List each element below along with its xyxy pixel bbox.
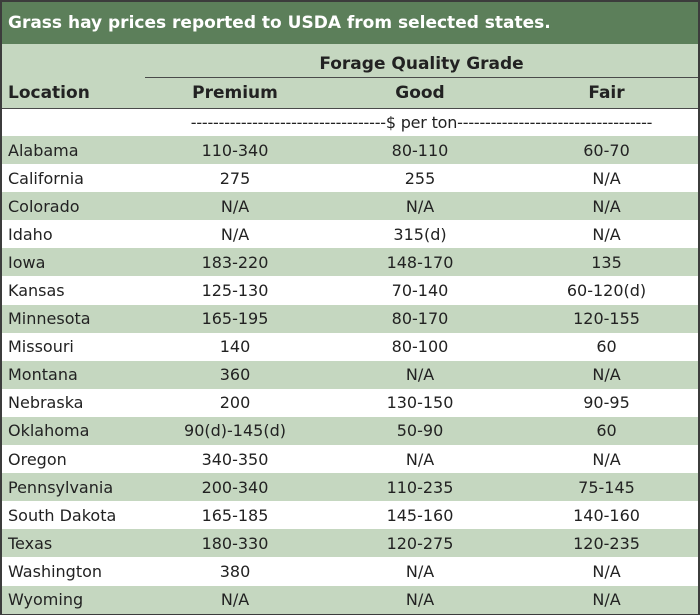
- unit-spacer: [2, 108, 145, 136]
- location-cell: Washington: [2, 557, 145, 586]
- unit-row: -----------------------------------$ per…: [2, 108, 699, 136]
- fair-cell: N/A: [515, 192, 699, 221]
- location-cell: Minnesota: [2, 304, 145, 333]
- fair-cell: 60-120(d): [515, 276, 699, 305]
- fair-cell: N/A: [515, 557, 699, 586]
- table-row: Washington 380 N/A N/A: [2, 557, 699, 586]
- premium-cell: 110-340: [145, 136, 325, 165]
- fair-cell: 135: [515, 248, 699, 277]
- good-cell: N/A: [325, 192, 515, 221]
- table-row: California 275 255 N/A: [2, 164, 699, 193]
- premium-cell: 125-130: [145, 276, 325, 305]
- header-spacer: [2, 44, 145, 78]
- fair-cell: N/A: [515, 585, 699, 614]
- table-row: Idaho N/A 315(d) N/A: [2, 220, 699, 249]
- location-cell: Kansas: [2, 276, 145, 305]
- header-group-row: Forage Quality Grade: [2, 44, 699, 78]
- fair-cell: 60: [515, 332, 699, 361]
- premium-cell: 140: [145, 332, 325, 361]
- good-cell: 80-170: [325, 304, 515, 333]
- table-row: Oregon 340-350 N/A N/A: [2, 445, 699, 474]
- fair-cell: 140-160: [515, 501, 699, 530]
- location-cell: Texas: [2, 529, 145, 558]
- good-cell: 80-110: [325, 136, 515, 165]
- forage-quality-grade-header: Forage Quality Grade: [145, 44, 699, 78]
- location-cell: California: [2, 164, 145, 193]
- premium-cell: N/A: [145, 192, 325, 221]
- premium-header: Premium: [145, 77, 325, 109]
- location-cell: Montana: [2, 360, 145, 389]
- table-row: Wyoming N/A N/A N/A: [2, 585, 699, 614]
- fair-cell: 120-235: [515, 529, 699, 558]
- fair-cell: N/A: [515, 220, 699, 249]
- premium-cell: 165-195: [145, 304, 325, 333]
- table-row: Texas 180-330 120-275 120-235: [2, 529, 699, 558]
- table-row: Iowa 183-220 148-170 135: [2, 248, 699, 277]
- fair-cell: N/A: [515, 360, 699, 389]
- table-row: Missouri 140 80-100 60: [2, 332, 699, 361]
- good-cell: N/A: [325, 557, 515, 586]
- good-header: Good: [325, 77, 515, 109]
- fair-cell: N/A: [515, 164, 699, 193]
- fair-cell: 60: [515, 416, 699, 446]
- good-cell: 50-90: [325, 416, 515, 446]
- fair-cell: 90-95: [515, 388, 699, 417]
- premium-cell: 340-350: [145, 445, 325, 474]
- table-row: South Dakota 165-185 145-160 140-160: [2, 501, 699, 530]
- premium-cell: 165-185: [145, 501, 325, 530]
- table-row: Oklahoma 90(d)-145(d) 50-90 60: [2, 416, 699, 446]
- premium-cell: 90(d)-145(d): [145, 416, 325, 446]
- table-row: Nebraska 200 130-150 90-95: [2, 388, 699, 417]
- table-row: Alabama 110-340 80-110 60-70: [2, 136, 699, 165]
- premium-cell: 180-330: [145, 529, 325, 558]
- table-row: Minnesota 165-195 80-170 120-155: [2, 304, 699, 333]
- table-row: Kansas 125-130 70-140 60-120(d): [2, 276, 699, 305]
- location-cell: Alabama: [2, 136, 145, 165]
- premium-cell: 200-340: [145, 473, 325, 502]
- good-cell: N/A: [325, 445, 515, 474]
- location-cell: Missouri: [2, 332, 145, 361]
- unit-label: -----------------------------------$ per…: [145, 108, 699, 136]
- good-cell: 255: [325, 164, 515, 193]
- fair-header: Fair: [515, 77, 699, 109]
- location-cell: Wyoming: [2, 585, 145, 614]
- premium-cell: N/A: [145, 585, 325, 614]
- location-cell: Iowa: [2, 248, 145, 277]
- premium-cell: 200: [145, 388, 325, 417]
- table-row: Pennsylvania 200-340 110-235 75-145: [2, 473, 699, 502]
- good-cell: N/A: [325, 360, 515, 389]
- location-header: Location: [2, 77, 145, 109]
- table-row: Montana 360 N/A N/A: [2, 360, 699, 389]
- premium-cell: 183-220: [145, 248, 325, 277]
- premium-cell: 275: [145, 164, 325, 193]
- good-cell: N/A: [325, 585, 515, 614]
- good-cell: 70-140: [325, 276, 515, 305]
- location-cell: Oregon: [2, 445, 145, 474]
- premium-cell: 360: [145, 360, 325, 389]
- header-columns-row: Location Premium Good Fair: [2, 77, 699, 109]
- good-cell: 145-160: [325, 501, 515, 530]
- good-cell: 148-170: [325, 248, 515, 277]
- fair-cell: 75-145: [515, 473, 699, 502]
- good-cell: 110-235: [325, 473, 515, 502]
- location-cell: Nebraska: [2, 388, 145, 417]
- location-cell: Oklahoma: [2, 416, 145, 446]
- table-row: Colorado N/A N/A N/A: [2, 192, 699, 221]
- fair-cell: N/A: [515, 445, 699, 474]
- location-cell: South Dakota: [2, 501, 145, 530]
- good-cell: 130-150: [325, 388, 515, 417]
- location-cell: Pennsylvania: [2, 473, 145, 502]
- price-table: Forage Quality Grade Location Premium Go…: [2, 44, 699, 614]
- location-cell: Colorado: [2, 192, 145, 221]
- good-cell: 315(d): [325, 220, 515, 249]
- premium-cell: 380: [145, 557, 325, 586]
- location-cell: Idaho: [2, 220, 145, 249]
- premium-cell: N/A: [145, 220, 325, 249]
- fair-cell: 60-70: [515, 136, 699, 165]
- good-cell: 80-100: [325, 332, 515, 361]
- good-cell: 120-275: [325, 529, 515, 558]
- table-title: Grass hay prices reported to USDA from s…: [2, 2, 698, 44]
- fair-cell: 120-155: [515, 304, 699, 333]
